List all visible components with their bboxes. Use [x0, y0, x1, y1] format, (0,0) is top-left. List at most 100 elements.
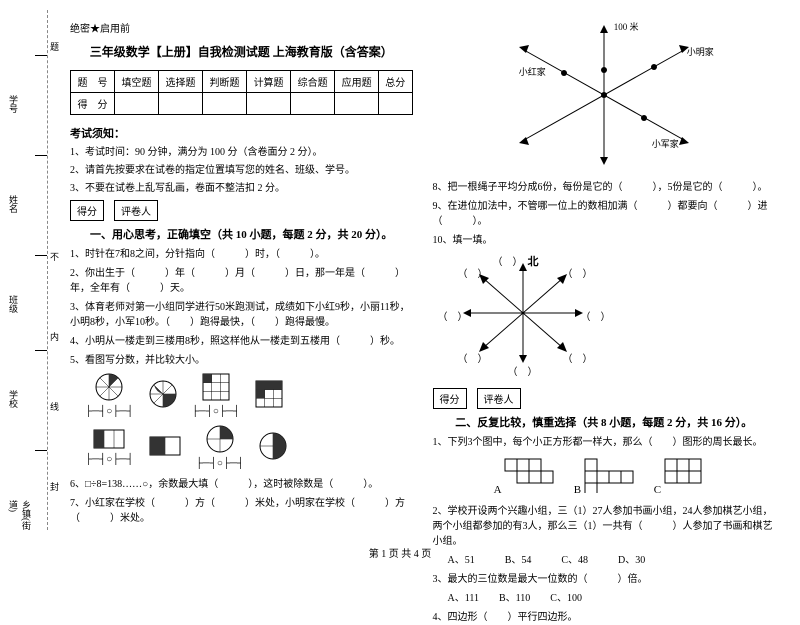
- grid-2: [255, 380, 283, 411]
- star-bottom-label: 小军家: [652, 137, 679, 150]
- tetromino-a: [504, 458, 554, 493]
- star-top-label: 100 米: [614, 20, 639, 33]
- grid-icon-2: [255, 380, 283, 408]
- circ-4: [259, 432, 287, 463]
- s2q3-opts: A、111 B、110 C、100: [433, 591, 776, 606]
- notice-1: 1、考试时间：90 分钟，满分为 100 分（含卷面分 2 分）。: [70, 146, 413, 160]
- tetromino-b: [584, 458, 634, 493]
- grid-icon-1: [202, 373, 230, 401]
- th-0: 题 号: [71, 71, 115, 93]
- right-column: 100 米 小明家 小红家 小军家 8、把一根绳子平均分成6份，每份是它的（ ）…: [423, 20, 786, 540]
- page-container: 绝密★启用前 三年级数学【上册】自我检测试题 上海教育版（含答案） 题 号 填空…: [0, 0, 800, 540]
- comp-3: ├─┤○├─┤: [85, 454, 134, 465]
- q5: 5、看图写分数，并比较大小。: [70, 353, 413, 368]
- binding-margin: 乡镇(街道) 学校 班级 姓名 学号 封 线 内 不 题: [5, 0, 55, 540]
- fold-mark-3: 内: [50, 330, 59, 343]
- score-label: 得分: [70, 200, 104, 221]
- q6: 6、□÷8=138……○，余数最大填（ ），这时被除数是（ ）。: [70, 477, 413, 492]
- score-label: 得 分: [71, 93, 115, 115]
- table-score-row: 得 分: [71, 93, 413, 115]
- circle-1: ├─┤○├─┤: [85, 373, 134, 417]
- page-footer: 第 1 页 共 4 页: [0, 545, 800, 560]
- section-score-box: 得分 评卷人: [70, 200, 413, 221]
- score-label-2: 得分: [433, 388, 467, 409]
- blank-nw: （ ）: [458, 265, 488, 280]
- q4: 4、小明从一楼走到三楼用8秒，照这样他从一楼走到五楼用（ ）秒。: [70, 334, 413, 349]
- q7: 7、小红家在学校（ ）方（ ）米处，小明家在学校（ ）方（ ）米处。: [70, 496, 413, 526]
- binding-label-4: 姓名: [7, 195, 20, 213]
- comp-1: ├─┤○├─┤: [85, 406, 134, 417]
- q1: 1、时针在7和8之间，分针指向（ ）时，（ ）。: [70, 247, 413, 262]
- score-cell: [115, 93, 159, 115]
- notice-title: 考试须知：: [70, 125, 413, 141]
- reviewer-label-2: 评卷人: [477, 388, 521, 409]
- q2: 2、你出生于（ ）年（ ）月（ ）日，那一年是（ ）年，全年有（ ）天。: [70, 266, 413, 296]
- star-svg: [494, 20, 714, 170]
- q10: 10、填一填。: [433, 233, 776, 248]
- left-column: 绝密★启用前 三年级数学【上册】自我检测试题 上海教育版（含答案） 题 号 填空…: [60, 20, 423, 540]
- rect-icon-1: [93, 429, 125, 449]
- dash-line: [47, 10, 48, 530]
- compass-north: 北: [528, 253, 539, 269]
- comp-2: ├─┤○├─┤: [192, 406, 241, 417]
- th-4: 计算题: [247, 71, 291, 93]
- opt-a-label: A: [494, 484, 501, 496]
- notice-3: 3、不要在试卷上乱写乱画，卷面不整洁扣 2 分。: [70, 182, 413, 196]
- option-c: C: [654, 458, 714, 496]
- reviewer-label: 评卷人: [114, 200, 158, 221]
- th-3: 判断题: [203, 71, 247, 93]
- fraction-shapes-2: ├─┤○├─┤ ├─┤○├─┤: [85, 425, 413, 469]
- grid-1: ├─┤○├─┤: [192, 373, 241, 417]
- fold-mark-1: 封: [50, 480, 59, 493]
- circ-3: ├─┤○├─┤: [196, 425, 245, 469]
- opt-c-label: C: [654, 484, 661, 496]
- s2q1: 1、下列3个图中，每个小正方形都一样大，那么（ ）图形的周长最长。: [433, 435, 776, 450]
- opt-b-label: B: [574, 484, 581, 496]
- q8: 8、把一根绳子平均分成6份，每份是它的（ ），5份是它的（ ）。: [433, 180, 776, 195]
- th-1: 填空题: [115, 71, 159, 93]
- binding-underline-2: [35, 350, 47, 351]
- s2q3: 3、最大的三位数是最大一位数的（ ）倍。: [433, 572, 776, 587]
- fold-mark-4: 不: [50, 250, 59, 263]
- binding-underline-3: [35, 255, 47, 256]
- rect-1: ├─┤○├─┤: [85, 429, 134, 465]
- section1-title: 一、用心思考，正确填空（共 10 小题，每题 2 分，共 20 分）。: [70, 226, 413, 242]
- blank-e: （ ）: [581, 308, 611, 323]
- blank-sw: （ ）: [458, 350, 488, 365]
- star-diagram: 100 米 小明家 小红家 小军家: [494, 20, 714, 170]
- section2-title: 二、反复比较，慎重选择（共 8 小题，每题 2 分，共 16 分）。: [433, 414, 776, 430]
- notice-2: 2、请首先按要求在试卷的指定位置填写您的姓名、班级、学号。: [70, 164, 413, 178]
- rect-icon-2: [149, 436, 181, 456]
- star-tr-label: 小明家: [687, 45, 714, 58]
- exam-title: 三年级数学【上册】自我检测试题 上海教育版（含答案）: [70, 43, 413, 60]
- q9: 9、在进位加法中，不管哪一位上的数相加满（ ）都要向（ ）进（ ）。: [433, 199, 776, 229]
- option-a: A: [494, 458, 554, 496]
- fold-mark-5: 题: [50, 40, 59, 53]
- option-b: B: [574, 458, 634, 496]
- comp-4: ├─┤○├─┤: [196, 458, 245, 469]
- th-5: 综合题: [291, 71, 335, 93]
- section2-score-box: 得分 评卷人: [433, 388, 776, 409]
- pie-icon-4: [259, 432, 287, 460]
- blank-w: （ ）: [438, 308, 468, 323]
- binding-underline-1: [35, 450, 47, 451]
- binding-label-1: 乡镇(街道): [7, 500, 33, 540]
- tetromino-c: [664, 458, 714, 493]
- blank-ne: （ ）: [563, 265, 593, 280]
- th-2: 选择题: [159, 71, 203, 93]
- binding-label-5: 学号: [7, 95, 20, 113]
- pie-icon-3: [206, 425, 234, 453]
- grid-options: A B C: [433, 458, 776, 496]
- confidential-label: 绝密★启用前: [70, 20, 413, 35]
- fraction-shapes: ├─┤○├─┤ ├─┤○├─┤: [85, 373, 413, 417]
- compass-diagram: 北 （ ） （ ） （ ） （ ） （ ） （ ） （ ） （ ）: [453, 253, 593, 373]
- blank-s: （ ）: [508, 363, 538, 378]
- rect-2: [149, 436, 181, 459]
- star-left-label: 小红家: [519, 65, 546, 78]
- score-table: 题 号 填空题 选择题 判断题 计算题 综合题 应用题 总分 得 分: [70, 70, 413, 115]
- blank-n: （ ）: [493, 253, 523, 268]
- table-header-row: 题 号 填空题 选择题 判断题 计算题 综合题 应用题 总分: [71, 71, 413, 93]
- circle-2: [149, 380, 177, 411]
- q3: 3、体育老师对第一小组同学进行50米跑测试，成绩如下小红9秒，小丽11秒，小明8…: [70, 300, 413, 330]
- binding-underline-5: [35, 55, 47, 56]
